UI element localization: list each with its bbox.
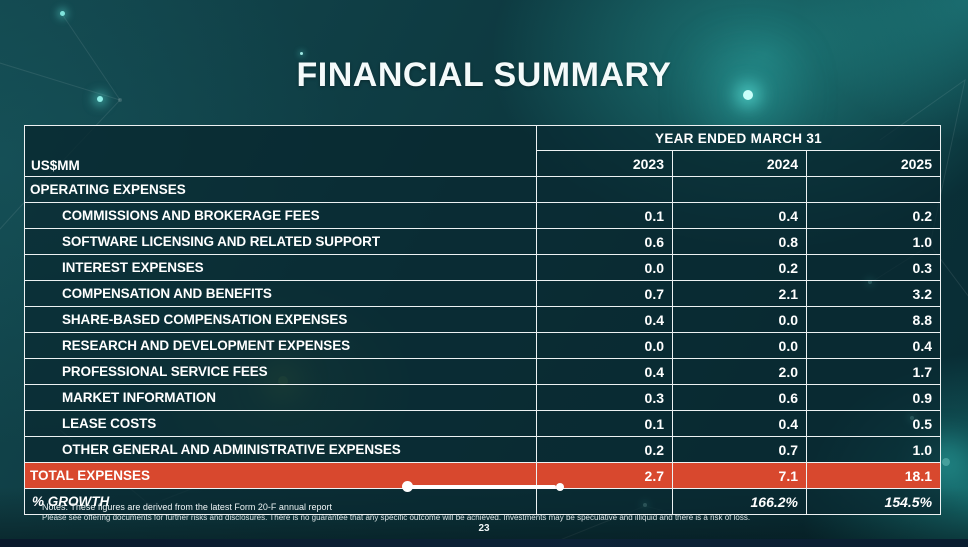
column-header-2025: 2025 [805,150,942,177]
section-header-row: OPERATING EXPENSES [24,176,942,203]
value-cell: 0.9 [805,384,942,411]
footnotes: Notes: These figures are derived from th… [42,501,750,524]
expense-row: SHARE-BASED COMPENSATION EXPENSES 0.4 0.… [24,306,942,333]
value-cell: 0.6 [672,384,807,411]
expense-row: RESEARCH AND DEVELOPMENT EXPENSES 0.0 0.… [24,332,942,359]
value-cell: 2.0 [672,358,807,385]
expense-row: LEASE COSTS 0.1 0.4 0.5 [24,410,942,437]
expense-row: COMMISSIONS AND BROKERAGE FEES 0.1 0.4 0… [24,202,942,229]
growth-row: % GROWTH 166.2% 154.5% [24,488,942,515]
value-cell: 3.2 [805,280,942,307]
column-header-2024: 2024 [672,150,807,177]
value-cell: 0.3 [805,254,942,281]
total-expenses-row: TOTAL EXPENSES 2.7 7.1 18.1 [24,462,942,489]
expense-row: COMPENSATION AND BENEFITS 0.7 2.1 3.2 [24,280,942,307]
value-cell: 2.1 [672,280,807,307]
expense-row: INTEREST EXPENSES 0.0 0.2 0.3 [24,254,942,281]
value-cell [536,176,673,203]
decoration-line [402,480,564,494]
expense-row: OTHER GENERAL AND ADMINISTRATIVE EXPENSE… [24,436,942,463]
value-cell: 154.5% [805,488,942,515]
value-cell: 0.5 [805,410,942,437]
value-cell: 0.4 [672,202,807,229]
expense-row: SOFTWARE LICENSING AND RELATED SUPPORT 0… [24,228,942,255]
financial-summary-table: US$MM YEAR ENDED MARCH 31 2023 2024 2025… [24,125,942,515]
decoration-line-right-dot [556,483,564,491]
value-cell: 0.6 [536,228,673,255]
value-cell: 0.1 [536,202,673,229]
value-cell: 0.8 [672,228,807,255]
footnote-line-1: Notes: These figures are derived from th… [42,502,332,512]
value-cell: 1.0 [805,228,942,255]
expense-row: PROFESSIONAL SERVICE FEES 0.4 2.0 1.7 [24,358,942,385]
page-title: FINANCIAL SUMMARY [296,56,672,94]
unit-label: US$MM [24,125,537,177]
value-cell: 0.3 [536,384,673,411]
glow-dot [300,52,303,55]
glow-dot [97,96,103,102]
decoration-line-bar [411,485,556,489]
value-cell [805,176,942,203]
value-cell: 8.8 [805,306,942,333]
row-label: PROFESSIONAL SERVICE FEES [24,358,537,385]
row-label: MARKET INFORMATION [24,384,537,411]
value-cell: 0.4 [536,358,673,385]
glow-dot [743,90,753,100]
decoration-line-left-dot [402,481,413,492]
value-cell: 0.4 [536,306,673,333]
value-cell: 0.0 [672,306,807,333]
value-cell: 7.1 [672,462,807,489]
glow-dot-corner [942,458,950,466]
value-cell: 0.2 [536,436,673,463]
footnote-line-2: Please see offering documents for furthe… [42,513,751,523]
row-label: RESEARCH AND DEVELOPMENT EXPENSES [24,332,537,359]
value-cell: 0.4 [672,410,807,437]
glow-dot [60,11,65,16]
row-label: OTHER GENERAL AND ADMINISTRATIVE EXPENSE… [24,436,537,463]
row-label: SOFTWARE LICENSING AND RELATED SUPPORT [24,228,537,255]
expense-row: MARKET INFORMATION 0.3 0.6 0.9 [24,384,942,411]
year-group-header: YEAR ENDED MARCH 31 [535,125,942,151]
row-label: INTEREST EXPENSES [24,254,537,281]
value-cell [536,488,673,515]
growth-row-label: % GROWTH [24,488,537,515]
value-cell: 0.7 [672,436,807,463]
row-label: LEASE COSTS [24,410,537,437]
value-cell: 0.1 [536,410,673,437]
value-cell [672,176,807,203]
value-cell: 1.7 [805,358,942,385]
table-header-group-row: US$MM YEAR ENDED MARCH 31 [24,125,942,177]
value-cell: 0.0 [536,254,673,281]
bottom-strip [0,539,968,547]
value-cell: 0.2 [672,254,807,281]
value-cell: 0.7 [536,280,673,307]
row-label: SHARE-BASED COMPENSATION EXPENSES [24,306,537,333]
row-label: COMPENSATION AND BENEFITS [24,280,537,307]
table-header-years-row: 2023 2024 2025 [25,150,942,177]
value-cell: 18.1 [805,462,942,489]
value-cell: 0.4 [805,332,942,359]
column-header-2023: 2023 [536,150,673,177]
value-cell: 0.0 [536,332,673,359]
section-header-label: OPERATING EXPENSES [24,176,537,203]
value-cell: 0.0 [672,332,807,359]
value-cell: 0.2 [805,202,942,229]
page-number: 23 [478,523,490,534]
value-cell: 166.2% [672,488,807,515]
row-label: COMMISSIONS AND BROKERAGE FEES [24,202,537,229]
value-cell: 1.0 [805,436,942,463]
